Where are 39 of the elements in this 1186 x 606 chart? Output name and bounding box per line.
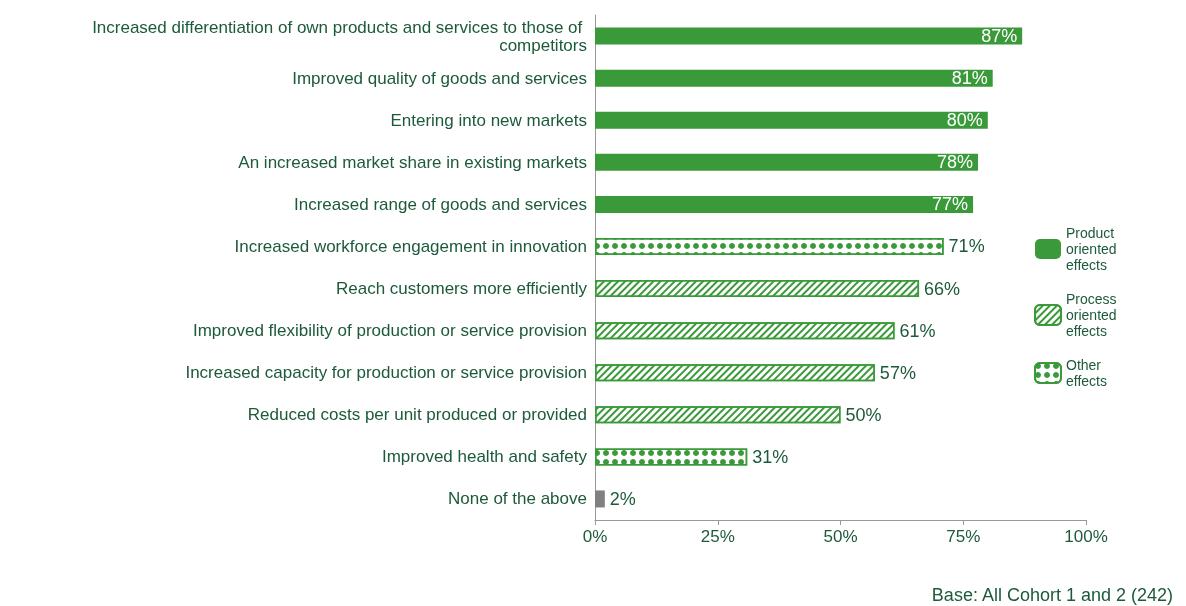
x-tick-label: 75% (946, 527, 981, 546)
y-tick-label: Reduced costs per unit produced or provided (247, 405, 587, 425)
y-tick-label: Reach customers more efficiently (335, 279, 588, 299)
x-tick-label: 100% (1064, 527, 1108, 546)
x-tick-label: 25% (700, 527, 735, 546)
data-label: 77% (932, 194, 969, 215)
y-tick-label: An increased market share in existing markets (238, 152, 587, 172)
bar (595, 195, 974, 213)
data-label: 61% (899, 320, 936, 341)
x-tick-label: 0% (582, 527, 608, 546)
y-tick-label: Increased capacity for production or service provision (185, 363, 587, 383)
text: Base: All Cohort 1 and 2 (242) (931, 585, 1174, 605)
data-label: 2% (609, 488, 636, 509)
data-label: 81% (951, 68, 988, 89)
y-tick-label: Improved health and safety (381, 447, 588, 467)
y-tick-label: Increased workforce engagement in innovation (234, 236, 587, 256)
bar (595, 153, 978, 171)
x-tick-label: 50% (823, 527, 858, 546)
legend-label: Other effects (1066, 357, 1107, 389)
data-label: 50% (845, 404, 882, 425)
y-tick-label: Entering into new markets (390, 110, 587, 130)
data-label: 87% (981, 26, 1018, 47)
legend-label: Product oriented effects (1066, 225, 1121, 273)
data-label: 80% (946, 110, 983, 131)
data-label: 31% (752, 446, 789, 467)
y-tick-label: Increased range of goods and services (294, 194, 587, 214)
bar (595, 490, 605, 508)
y-tick-label: Improved quality of goods and services (292, 68, 587, 88)
data-label: 71% (948, 236, 985, 257)
legend-label: Process oriented effects (1066, 291, 1121, 339)
y-tick-label: Increased differentiation of own products and services to those of competitors (92, 17, 587, 55)
data-label: 57% (879, 362, 916, 383)
bar (595, 69, 993, 87)
y-tick-label: Improved flexibility of production or service provision (192, 321, 587, 341)
bar (595, 111, 988, 129)
bar (595, 27, 1023, 45)
data-label: 78% (936, 152, 973, 173)
data-label: 66% (924, 278, 961, 299)
y-tick-label: None of the above (448, 489, 587, 509)
